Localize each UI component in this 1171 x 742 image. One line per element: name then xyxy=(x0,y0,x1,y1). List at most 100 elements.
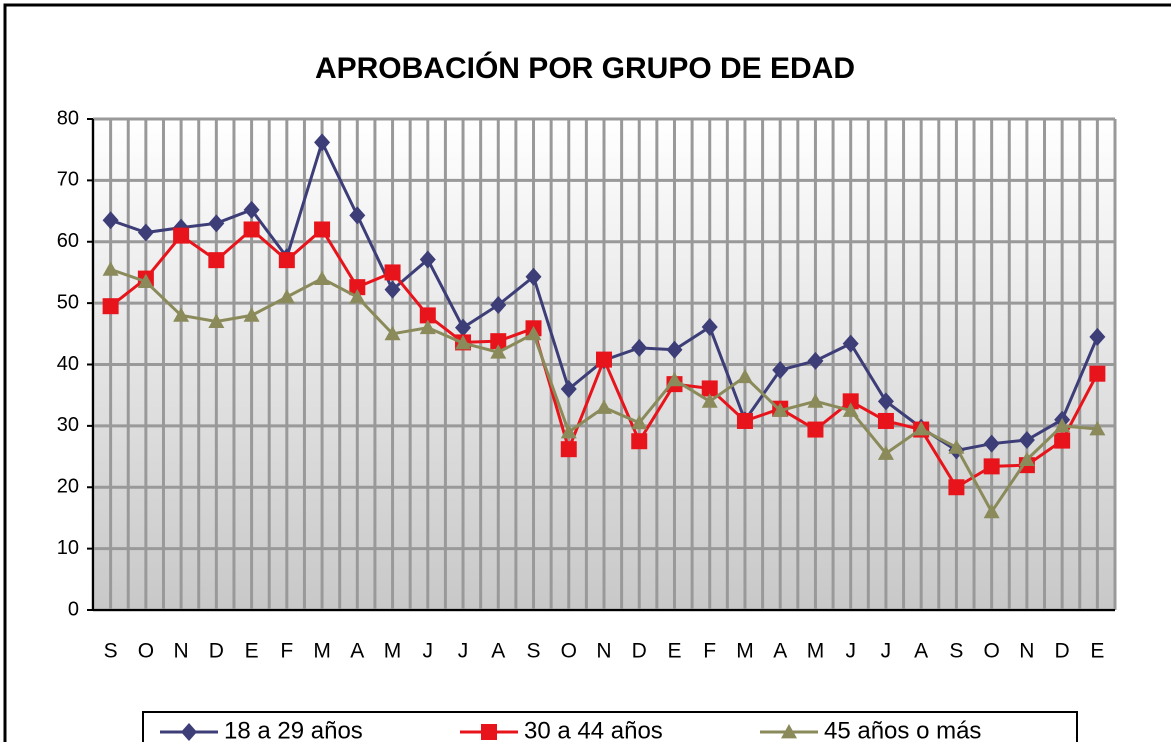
x-tick-label: E xyxy=(667,640,681,663)
y-tick-label: 40 xyxy=(57,353,79,375)
marker xyxy=(842,334,859,353)
marker xyxy=(314,270,331,285)
chart-title: APROBACIÓN POR GRUPO DE EDAD xyxy=(315,51,855,85)
marker xyxy=(983,503,1000,519)
marker xyxy=(1018,451,1035,467)
x-tick-label: N xyxy=(596,640,611,663)
marker xyxy=(137,273,154,289)
legend xyxy=(142,711,1078,742)
marker xyxy=(877,392,894,411)
marker xyxy=(455,318,472,337)
marker xyxy=(278,288,295,304)
x-tick-label: M xyxy=(384,640,402,663)
y-tick-label: 50 xyxy=(57,291,79,313)
x-tick-label: E xyxy=(245,640,259,663)
marker xyxy=(208,214,225,233)
marker xyxy=(490,333,507,350)
marker xyxy=(596,399,612,414)
marker xyxy=(631,433,648,450)
x-tick-label: A xyxy=(914,640,928,663)
marker xyxy=(173,227,190,244)
x-tick-label: A xyxy=(350,640,364,663)
marker xyxy=(736,412,753,429)
marker xyxy=(243,200,260,219)
y-tick-label: 70 xyxy=(57,169,79,191)
marker xyxy=(1054,432,1071,449)
x-tick-label: N xyxy=(174,640,189,663)
marker xyxy=(278,252,295,269)
marker xyxy=(666,371,683,387)
x-tick-label: J xyxy=(458,640,469,663)
marker xyxy=(1089,327,1106,346)
marker xyxy=(384,280,401,299)
marker xyxy=(877,412,894,429)
marker xyxy=(948,479,965,496)
marker xyxy=(243,221,260,238)
marker xyxy=(243,307,260,322)
marker xyxy=(208,313,225,328)
marker xyxy=(842,393,859,410)
y-tick-label: 20 xyxy=(57,476,79,498)
marker xyxy=(102,211,119,230)
marker xyxy=(807,351,824,370)
marker xyxy=(666,340,683,359)
marker xyxy=(314,221,331,238)
marker xyxy=(455,335,472,350)
x-tick-label: F xyxy=(280,640,293,663)
marker xyxy=(208,252,225,269)
marker xyxy=(181,723,197,741)
y-tick-label: 0 xyxy=(68,598,79,620)
marker xyxy=(983,434,1000,453)
x-tick-label: S xyxy=(949,640,963,663)
marker xyxy=(842,402,859,417)
x-tick-label: J xyxy=(423,640,434,663)
x-tick-label: M xyxy=(736,640,754,663)
marker xyxy=(137,223,154,242)
marker xyxy=(772,402,789,417)
marker xyxy=(807,393,824,408)
marker xyxy=(560,441,577,458)
marker xyxy=(481,724,497,740)
x-tick-label: S xyxy=(527,640,541,663)
marker xyxy=(781,724,797,739)
x-tick-label: J xyxy=(881,640,892,663)
marker xyxy=(1089,420,1106,436)
x-tick-label: D xyxy=(632,640,647,663)
marker xyxy=(560,424,577,439)
marker xyxy=(384,264,401,281)
y-tick-label: 80 xyxy=(57,107,79,129)
x-tick-label: M xyxy=(313,640,331,663)
marker xyxy=(1018,430,1035,449)
x-tick-label: S xyxy=(104,640,118,663)
marker xyxy=(772,361,789,380)
marker xyxy=(349,279,366,296)
marks xyxy=(102,133,1106,519)
legend-label: 45 años o más xyxy=(824,717,981,742)
marker xyxy=(419,307,436,324)
marker xyxy=(349,206,366,225)
x-tick-label: O xyxy=(983,640,999,663)
marker xyxy=(701,380,718,397)
marker xyxy=(102,261,119,276)
legend-label: 18 a 29 años xyxy=(224,717,363,742)
x-tick-label: D xyxy=(209,640,224,663)
marker xyxy=(596,351,612,368)
x-tick-label: D xyxy=(1055,640,1070,663)
x-tick-label: A xyxy=(491,640,505,663)
x-tick-label: M xyxy=(807,640,825,663)
marker xyxy=(913,420,930,436)
x-tick-label: A xyxy=(773,640,787,663)
marker xyxy=(701,393,718,408)
x-tick-label: J xyxy=(845,640,856,663)
marker xyxy=(948,439,965,454)
marker xyxy=(384,325,401,341)
legend-label: 30 a 44 años xyxy=(524,717,663,742)
x-tick-label: O xyxy=(561,640,577,663)
marker xyxy=(490,295,507,314)
marker xyxy=(419,250,436,269)
marker xyxy=(631,338,648,357)
marker xyxy=(560,380,577,399)
marker xyxy=(525,325,542,341)
marker xyxy=(349,288,366,304)
